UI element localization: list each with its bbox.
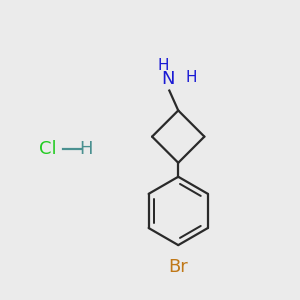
Text: Br: Br xyxy=(168,257,188,275)
Text: H: H xyxy=(158,58,169,73)
Text: H: H xyxy=(185,70,197,85)
Text: N: N xyxy=(162,70,175,88)
Text: H: H xyxy=(79,140,92,158)
Text: Cl: Cl xyxy=(39,140,56,158)
